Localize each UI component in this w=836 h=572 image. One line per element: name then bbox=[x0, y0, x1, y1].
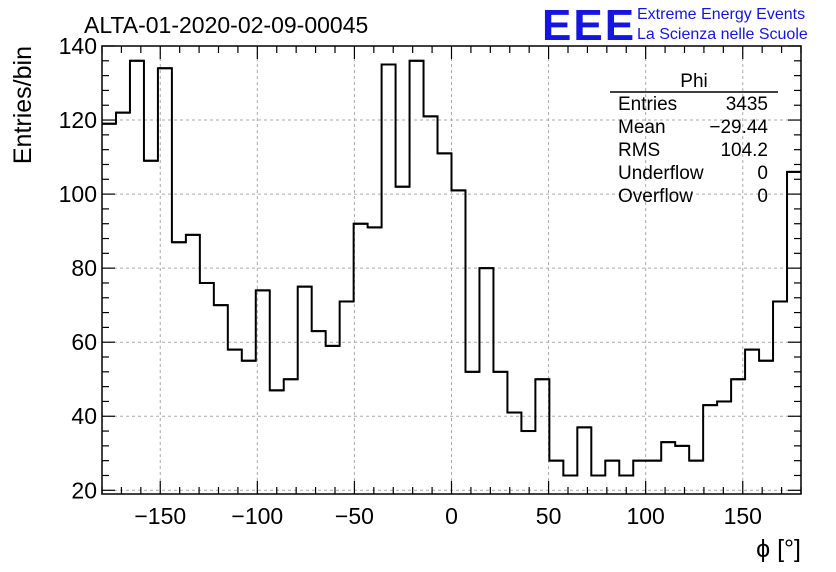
chart-title: ALTA-01-2020-02-09-00045 bbox=[84, 12, 368, 38]
stats-value: 104.2 bbox=[720, 140, 768, 161]
y-tick-labels: 20 40 60 80 100 120 140 bbox=[59, 33, 97, 503]
x-tick-label: 150 bbox=[724, 503, 762, 529]
x-tick-label: 50 bbox=[536, 503, 562, 529]
y-tick-label: 20 bbox=[71, 477, 97, 503]
stats-value: 0 bbox=[757, 163, 768, 184]
x-axis-label: ϕ [°] bbox=[756, 535, 801, 563]
stats-label: Mean bbox=[618, 117, 666, 138]
stats-label: Overflow bbox=[618, 186, 693, 207]
x-tick-label: 100 bbox=[626, 503, 664, 529]
stats-label: RMS bbox=[618, 140, 660, 161]
axis-ticks bbox=[101, 45, 802, 494]
y-tick-label: 80 bbox=[71, 255, 97, 281]
x-tick-label: −100 bbox=[231, 503, 283, 529]
x-tick-label: −50 bbox=[335, 503, 374, 529]
logo-mark: EEE bbox=[542, 1, 636, 50]
stats-rows: Entries 3435 Mean −29.44 RMS 104.2 Underflow 0 O… bbox=[618, 94, 768, 207]
stats-value: 0 bbox=[757, 186, 768, 207]
y-tick-label: 120 bbox=[59, 107, 97, 133]
stats-value: −29.44 bbox=[709, 117, 768, 138]
y-tick-label: 140 bbox=[59, 33, 97, 59]
stats-label: Entries bbox=[618, 94, 677, 115]
stats-label: Underflow bbox=[618, 163, 704, 184]
histogram-bars bbox=[102, 59, 801, 477]
logo-line2: La Scienza nelle Scuole bbox=[637, 26, 808, 43]
y-tick-label: 100 bbox=[59, 181, 97, 207]
stats-box: Phi Entries 3435 Mean −29.44 RMS 104.2 Underfl… bbox=[610, 71, 778, 207]
x-tick-label: 0 bbox=[445, 503, 458, 529]
stats-value: 3435 bbox=[726, 94, 768, 115]
y-tick-label: 40 bbox=[71, 403, 97, 429]
eee-logo: EEE Extreme Energy Events La Scienza nel… bbox=[542, 1, 808, 50]
x-tick-label: −150 bbox=[134, 503, 186, 529]
logo-line1: Extreme Energy Events bbox=[637, 6, 805, 23]
y-axis-label: Entries/bin bbox=[9, 46, 37, 164]
x-tick-labels: −150 −100 −50 0 50 100 150 bbox=[134, 503, 762, 529]
stats-title: Phi bbox=[680, 71, 707, 92]
y-tick-label: 60 bbox=[71, 329, 97, 355]
